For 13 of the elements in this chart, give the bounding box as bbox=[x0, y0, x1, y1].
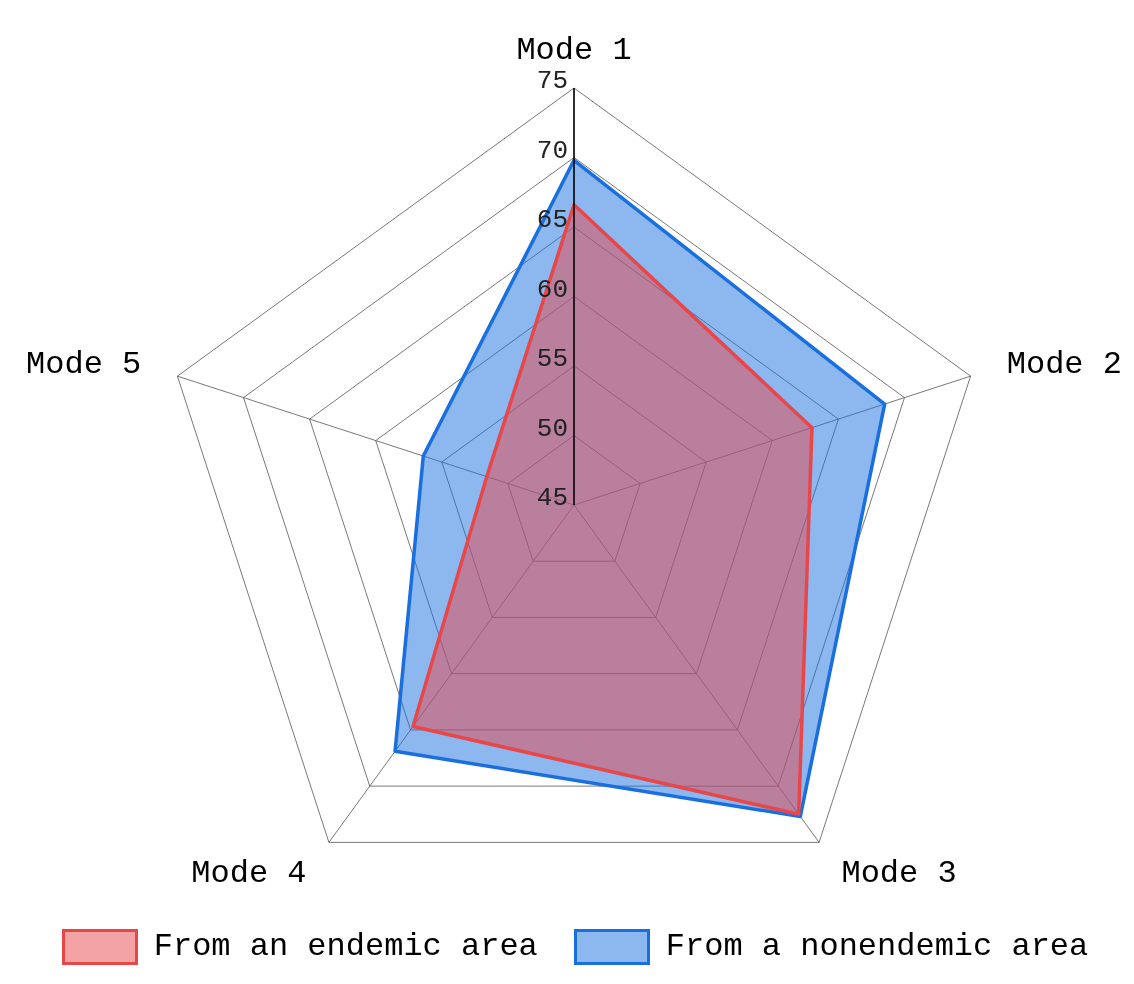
spoke-label: Mode 3 bbox=[841, 854, 957, 892]
spoke-label: Mode 2 bbox=[1006, 345, 1122, 383]
y-tick-label: 60 bbox=[536, 274, 568, 305]
y-tick-label: 70 bbox=[536, 135, 568, 166]
legend-label: From a nonendemic area bbox=[665, 928, 1089, 965]
y-tick-label: 75 bbox=[536, 66, 568, 96]
spoke-label: Mode 5 bbox=[26, 345, 142, 383]
y-tick-label: 45 bbox=[536, 483, 568, 513]
y-tick-label: 55 bbox=[536, 344, 568, 374]
y-tick-label: 50 bbox=[536, 413, 568, 444]
spoke-label: Mode 4 bbox=[191, 854, 307, 892]
spoke-label: Mode 1 bbox=[516, 31, 632, 69]
legend-label: From an endemic area bbox=[153, 928, 538, 965]
